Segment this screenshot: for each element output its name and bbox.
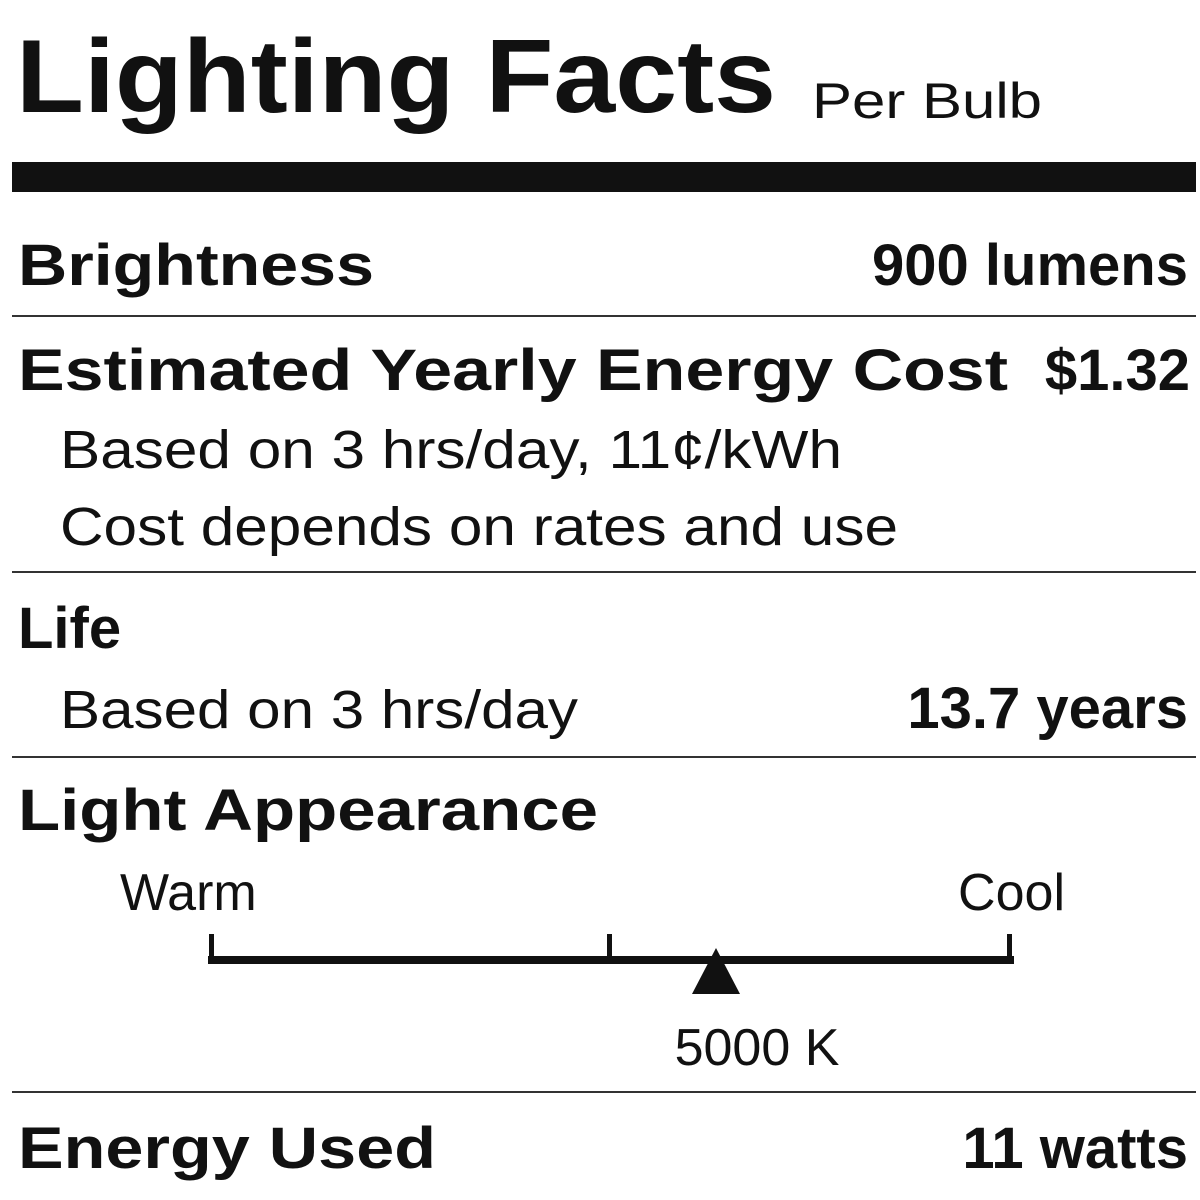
color-temperature: 5000 K [675, 1019, 840, 1077]
thick-rule [12, 162, 1196, 192]
rule [12, 1091, 1196, 1093]
rule [12, 315, 1196, 317]
scale-tick [209, 934, 214, 960]
rule [12, 756, 1196, 758]
energy-used-value: 11 watts [962, 1116, 1188, 1181]
energy-used-label: Energy Used [18, 1116, 436, 1181]
life-note: Based on 3 hrs/day [60, 680, 578, 740]
energy-cost-value: $1.32 [1045, 338, 1190, 403]
scale-tick [607, 934, 612, 960]
energy-cost-note: Cost depends on rates and use [60, 497, 898, 557]
rule [12, 571, 1196, 573]
life-value: 13.7 years [907, 676, 1188, 741]
light-appearance-label: Light Appearance [18, 778, 598, 843]
brightness-value: 900 lumens [872, 233, 1188, 298]
scale-tick [1007, 934, 1012, 960]
life-label: Life [18, 596, 121, 661]
title: Lighting Facts [16, 19, 776, 135]
energy-cost-note: Based on 3 hrs/day, 11¢/kWh [60, 420, 842, 480]
cool-label: Cool [958, 864, 1065, 922]
subtitle: Per Bulb [812, 73, 1042, 129]
warm-label: Warm [120, 864, 257, 922]
scale-marker [692, 948, 740, 994]
brightness-label: Brightness [18, 233, 374, 298]
energy-cost-label: Estimated Yearly Energy Cost [18, 338, 1008, 403]
